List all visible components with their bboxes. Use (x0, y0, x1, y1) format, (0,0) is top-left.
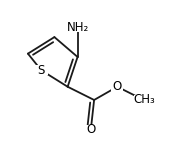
Bar (68, 22, 88, 32)
Text: S: S (37, 64, 45, 77)
Text: O: O (113, 80, 122, 93)
Bar (111, 82, 123, 92)
Text: O: O (86, 123, 95, 136)
Text: CH₃: CH₃ (133, 93, 155, 106)
Bar (134, 95, 154, 105)
Bar (34, 65, 48, 76)
Bar (85, 125, 97, 135)
Text: NH₂: NH₂ (66, 21, 89, 34)
